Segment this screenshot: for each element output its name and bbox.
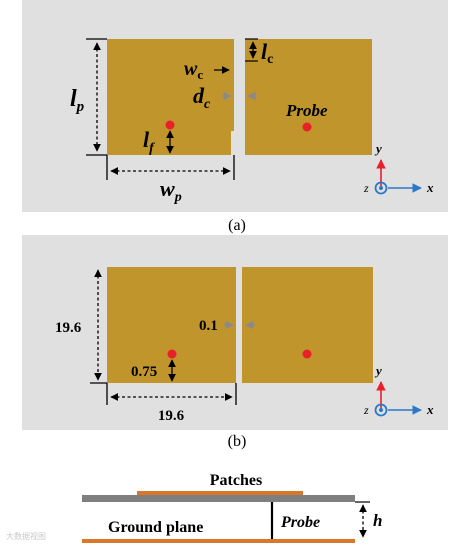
watermark: 大数据视图 — [6, 532, 46, 541]
label-feed-offset-value: 0.75 — [131, 364, 157, 380]
label-gap-value: 0.1 — [199, 318, 218, 334]
axis-label-y-b: y — [374, 363, 382, 378]
label-wp: wp — [160, 176, 182, 205]
side-view: Patches Ground plane Probe h — [82, 472, 382, 543]
caption-b: (b) — [228, 433, 247, 450]
label-probe-a: Probe — [285, 101, 328, 120]
panel-a-background — [22, 0, 448, 212]
axis-label-y-a: y — [374, 141, 382, 156]
feed-point-right-b — [302, 349, 312, 359]
panel-a: lp wp lf wc lc dc Probe y z x (a) — [22, 0, 448, 234]
caption-a: (a) — [228, 217, 246, 234]
feed-point-left-b — [167, 349, 177, 359]
label-h: h — [373, 511, 382, 530]
z-axis-icon-a — [374, 181, 388, 195]
label-ground-plane: Ground plane — [108, 519, 203, 536]
label-height-value: 19.6 — [55, 320, 82, 336]
label-probe-side: Probe — [280, 514, 320, 531]
axis-label-z-a: z — [363, 181, 369, 195]
axis-label-z-b: z — [363, 403, 369, 417]
feed-point-left — [165, 120, 175, 130]
notch — [231, 131, 235, 156]
feed-point-right — [302, 122, 312, 132]
label-dc: dc — [193, 83, 211, 112]
label-lc: lc — [261, 39, 273, 67]
label-patches: Patches — [210, 472, 262, 489]
substrate-layer — [82, 495, 355, 502]
axis-label-x-a: x — [426, 180, 434, 195]
label-lp: lp — [70, 86, 85, 115]
panel-b: 19.6 19.6 0.1 0.75 y z x (b) — [22, 235, 448, 450]
right-patch — [245, 39, 372, 155]
z-axis-icon-b — [374, 403, 388, 417]
ground-plane-layer — [82, 539, 355, 543]
axis-label-x-b: x — [426, 402, 434, 417]
right-patch-b — [242, 267, 373, 383]
z-axis-dot-a — [379, 186, 383, 190]
patch-layer — [137, 491, 303, 495]
label-width-value: 19.6 — [158, 408, 185, 424]
z-axis-dot-b — [379, 408, 383, 412]
label-wc: wc — [184, 58, 203, 82]
label-lf: lf — [143, 127, 155, 156]
